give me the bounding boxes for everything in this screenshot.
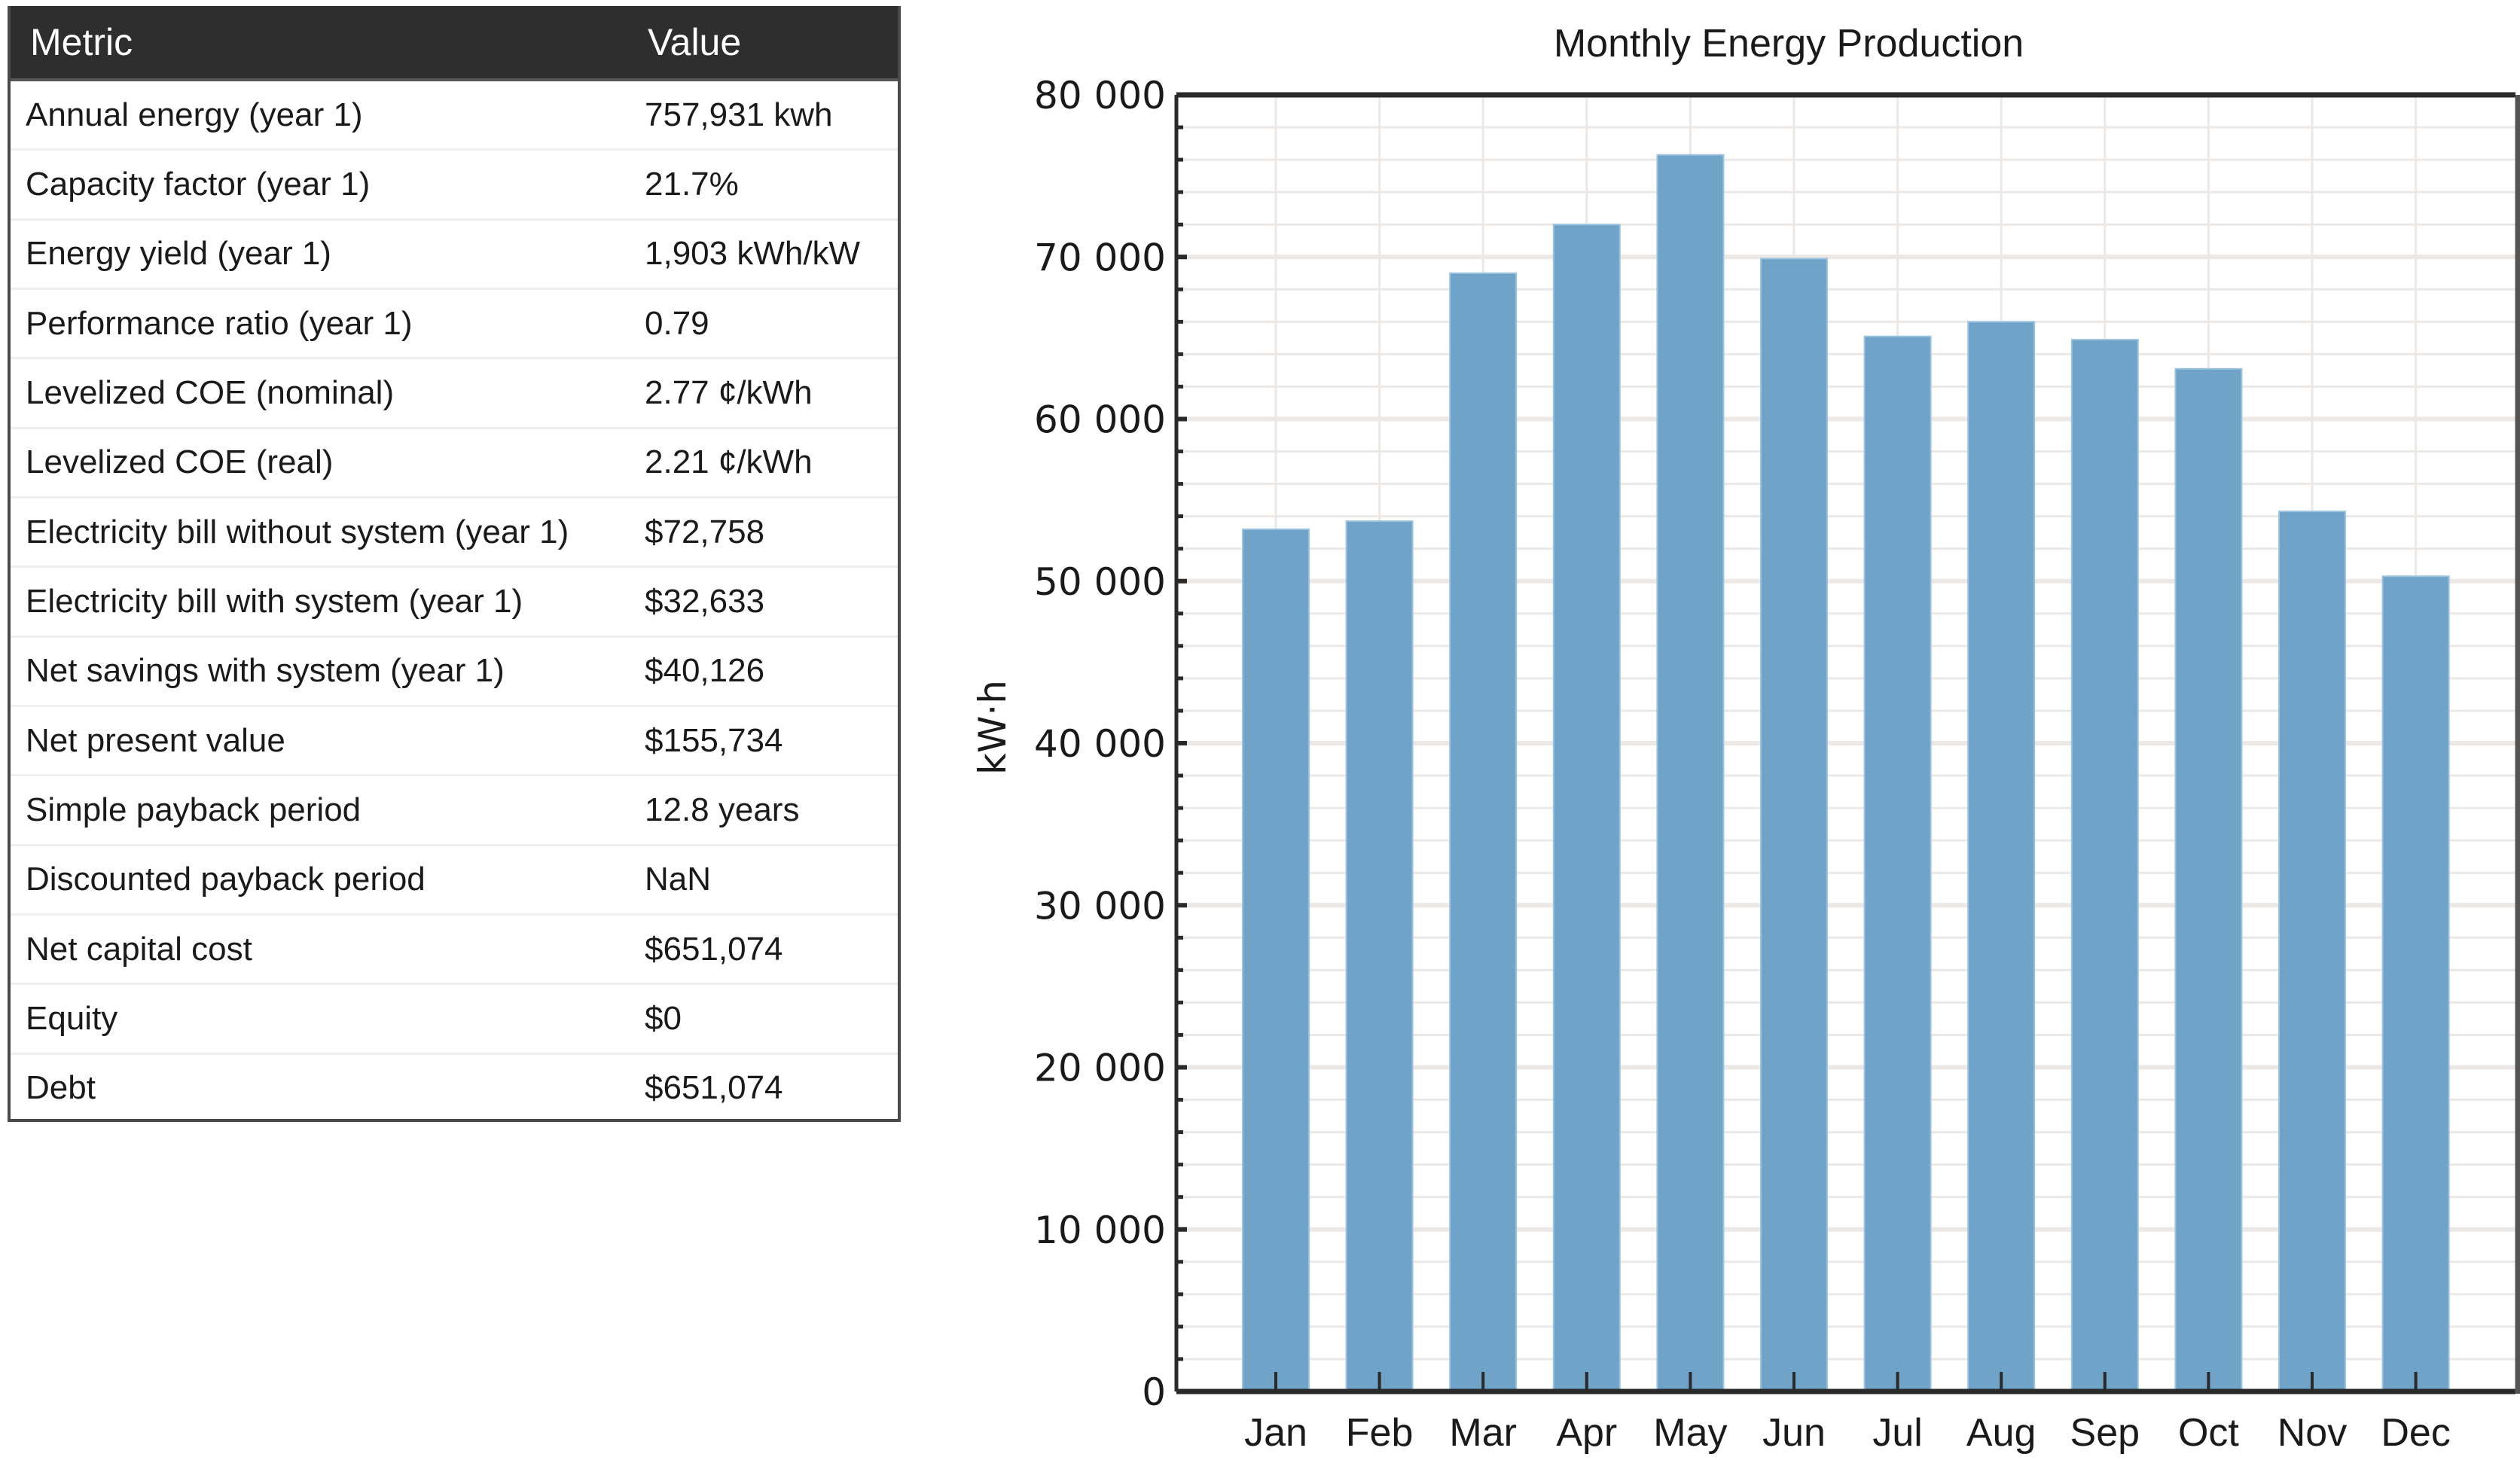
y-tick-label: 80 000 <box>1034 74 1166 117</box>
table-row: Debt $651,074 <box>11 1055 898 1122</box>
value-cell: $32,633 <box>645 582 765 620</box>
metric-cell: Net capital cost <box>26 930 252 968</box>
y-tick-label: 10 000 <box>1034 1209 1166 1252</box>
metric-cell: Debt <box>26 1069 96 1107</box>
table-header: Metric Value <box>11 6 898 81</box>
x-tick-label-nov: Nov <box>2277 1411 2347 1455</box>
value-cell: NaN <box>645 861 712 898</box>
bar-mar <box>1449 272 1518 1392</box>
bar-jan <box>1242 528 1310 1392</box>
metric-cell: Electricity bill with system (year 1) <box>26 582 523 620</box>
chart-title: Monthly Energy Production <box>1554 22 2024 66</box>
metric-cell: Electricity bill without system (year 1) <box>26 513 569 550</box>
value-cell: 2.77 ¢/kWh <box>645 373 813 411</box>
metric-cell: Annual energy (year 1) <box>26 96 363 133</box>
table-row: Electricity bill without system (year 1)… <box>11 498 898 568</box>
table-row: Net present value $155,734 <box>11 707 898 777</box>
x-tick-label-jul: Jul <box>1872 1411 1922 1455</box>
bars <box>1242 154 2450 1393</box>
x-tick-label-apr: Apr <box>1556 1411 1617 1455</box>
table-row: Levelized COE (real) 2.21 ¢/kWh <box>11 429 898 498</box>
metric-cell: Net present value <box>26 721 285 759</box>
value-cell: $72,758 <box>645 513 765 550</box>
bar-sep <box>2070 339 2139 1393</box>
value-cell: 0.79 <box>645 304 709 342</box>
value-cell: $155,734 <box>645 721 783 759</box>
x-tick-label-may: May <box>1653 1411 1727 1455</box>
y-tick-label: 20 000 <box>1034 1047 1166 1090</box>
table-row: Discounted payback period NaN <box>11 846 898 916</box>
y-tick-label: 0 <box>1142 1370 1166 1414</box>
y-tick-label: 60 000 <box>1034 398 1166 442</box>
bar-oct <box>2174 367 2243 1393</box>
table-row: Electricity bill with system (year 1) $32… <box>11 568 898 638</box>
table-row: Energy yield (year 1) 1,903 kWh/kW <box>11 221 898 290</box>
y-tick-label: 70 000 <box>1034 236 1166 279</box>
metric-cell: Net savings with system (year 1) <box>26 652 505 690</box>
table-body: Annual energy (year 1) 757,931 kwh Capacit… <box>11 81 898 1122</box>
bar-apr <box>1552 224 1621 1393</box>
value-cell: 757,931 kwh <box>645 96 833 133</box>
bar-may <box>1656 154 1725 1393</box>
value-cell: 1,903 kWh/kW <box>645 235 861 273</box>
value-cell: 21.7% <box>645 165 739 203</box>
y-tick-label: 30 000 <box>1034 884 1166 928</box>
value-cell: 2.21 ¢/kWh <box>645 443 813 481</box>
value-cell: $0 <box>645 999 682 1037</box>
x-tick-label-feb: Feb <box>1346 1411 1414 1455</box>
bar-jul <box>1863 335 1932 1392</box>
x-tick-label-mar: Mar <box>1449 1411 1517 1455</box>
y-axis-label: kW·h <box>971 680 1014 775</box>
metric-cell: Simple payback period <box>26 791 362 828</box>
x-tick-label-jun: Jun <box>1762 1411 1826 1455</box>
x-tick-label-jan: Jan <box>1244 1411 1307 1455</box>
metric-cell: Levelized COE (nominal) <box>26 373 395 411</box>
x-tick-label-aug: Aug <box>1966 1411 2036 1455</box>
bar-aug <box>1967 321 2036 1393</box>
header-metric: Metric <box>30 21 133 63</box>
table-row: Performance ratio (year 1) 0.79 <box>11 290 898 360</box>
table-row: Equity $0 <box>11 985 898 1055</box>
table-row: Net savings with system (year 1) $40,126 <box>11 638 898 707</box>
table-row: Capacity factor (year 1) 21.7% <box>11 151 898 221</box>
value-cell: 12.8 years <box>645 791 800 828</box>
table-row: Simple payback period 12.8 years <box>11 776 898 846</box>
table-row: Net capital cost $651,074 <box>11 916 898 986</box>
table-row: Levelized COE (nominal) 2.77 ¢/kWh <box>11 359 898 429</box>
value-cell: $40,126 <box>645 652 765 690</box>
metric-cell: Equity <box>26 999 118 1037</box>
metrics-table: Metric Value Annual energy (year 1) 757,9… <box>8 6 901 1122</box>
bar-dec <box>2381 575 2450 1392</box>
x-tick-label-oct: Oct <box>2178 1411 2239 1455</box>
value-cell: $651,074 <box>645 1069 783 1107</box>
value-cell: $651,074 <box>645 930 783 968</box>
x-ticks: Jan Feb Mar Apr May Jun Jul Aug Sep Oct Nov Dec <box>1244 1372 2451 1455</box>
metric-cell: Levelized COE (real) <box>26 443 334 481</box>
metric-cell: Discounted payback period <box>26 861 426 898</box>
header-value: Value <box>648 21 742 63</box>
metric-cell: Energy yield (year 1) <box>26 235 331 273</box>
bar-nov <box>2278 511 2346 1392</box>
metric-cell: Performance ratio (year 1) <box>26 304 413 342</box>
table-row: Annual energy (year 1) 757,931 kwh <box>11 81 898 151</box>
y-tick-label: 50 000 <box>1034 560 1166 604</box>
y-tick-label: 40 000 <box>1034 722 1166 766</box>
y-ticks: 0 10 000 20 000 30 000 40 000 50 000 60 000 70 … <box>1034 74 1187 1414</box>
bar-jun <box>1760 258 1828 1393</box>
bar-feb <box>1345 520 1414 1392</box>
metric-cell: Capacity factor (year 1) <box>26 165 371 203</box>
x-tick-label-dec: Dec <box>2381 1411 2450 1455</box>
x-tick-label-sep: Sep <box>2070 1411 2140 1455</box>
